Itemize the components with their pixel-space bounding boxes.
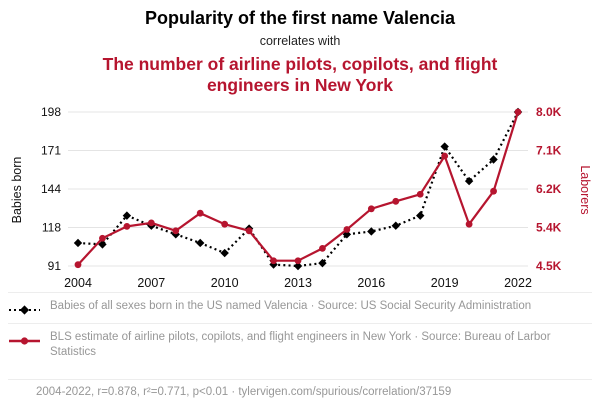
circle-marker-icon [245,227,253,235]
circle-marker-icon [123,223,131,230]
circle-marker-icon [270,257,277,265]
circle-marker-icon [147,219,155,227]
babies-series-marker-icon [9,305,40,315]
x-tick-label: 2019 [431,276,459,290]
circle-marker-icon [465,220,473,228]
x-tick-label: 2013 [284,276,312,290]
x-tick-label: 2007 [137,276,165,290]
x-tick-label: 2010 [211,276,239,290]
right-tick-label: 4.5K [536,259,562,273]
circle-marker-icon [367,205,375,213]
chart-footnote: 2004-2022, r=0.878, r²=0.771, p<0.01 · t… [8,379,592,398]
right-tick-label: 6.2K [536,182,562,196]
x-tick-label: 2022 [504,276,532,290]
right-axis-title: Laborers [578,165,592,215]
diamond-marker-icon [367,227,376,236]
diamond-marker-icon [416,211,425,220]
left-tick-label: 198 [41,105,61,119]
circle-marker-icon [490,187,497,195]
circle-marker-icon [74,261,82,269]
left-tick-label: 91 [48,259,62,273]
circle-marker-icon [294,257,302,265]
diamond-marker-icon [196,238,205,248]
laborers-series-line [77,111,520,266]
diamond-marker-icon [293,261,303,271]
chart-header: Popularity of the first name Valencia co… [0,8,600,96]
circle-marker-icon [196,209,204,217]
laborers-series-marker-icon [9,337,40,345]
circle-marker-icon [20,337,29,345]
circle-marker-icon [514,108,522,116]
circle-marker-icon [416,190,424,198]
legend-label-laborers: BLS estimate of airline pilots, copilots… [50,331,551,359]
diamond-marker-icon [464,176,474,186]
diamond-marker-icon [391,221,400,230]
right-tick-label: 5.4K [536,221,562,235]
diamond-marker-icon [98,240,107,249]
correlation-chart: 91 4.5K 118 5.4K 144 6.2K 171 7.1K 198 8.0K 2004 20… [41,105,562,290]
diamond-marker-icon [122,211,132,220]
left-axis-title: Babies born [10,156,24,224]
chart-legend: Babies of all sexes born in the US named… [8,292,592,365]
circle-marker-icon [221,220,229,228]
left-tick-label: 144 [41,182,61,196]
x-tick-label: 2004 [64,276,92,290]
circle-marker-icon [441,152,449,160]
correlates-with-label: correlates with [259,33,341,48]
circle-marker-icon [319,245,326,252]
circle-marker-icon [343,226,351,233]
x-tick-label: 2016 [357,276,385,290]
chart-title: Popularity of the first name Valencia [144,8,456,28]
diamond-marker-icon [73,238,83,248]
legend-item-laborers: BLS estimate of airline pilots, copilots… [8,323,592,365]
diamond-marker-icon [440,142,449,151]
diamond-marker-icon [220,248,229,258]
right-tick-label: 7.1K [536,144,562,158]
correlated-variable-title: The number of airline pilots, copilots, … [102,53,498,95]
circle-marker-icon [392,197,400,205]
left-tick-label: 118 [42,221,61,235]
diamond-marker-icon [318,258,327,268]
circle-marker-icon [99,234,106,242]
right-tick-label: 8.0K [536,105,562,119]
legend-label-babies: Babies of all sexes born in the US named… [50,300,532,312]
diamond-marker-icon [19,305,30,315]
left-tick-label: 171 [41,144,61,158]
diamond-marker-icon [489,155,498,164]
circle-marker-icon [172,227,180,235]
legend-item-babies: Babies of all sexes born in the US named… [8,292,592,323]
